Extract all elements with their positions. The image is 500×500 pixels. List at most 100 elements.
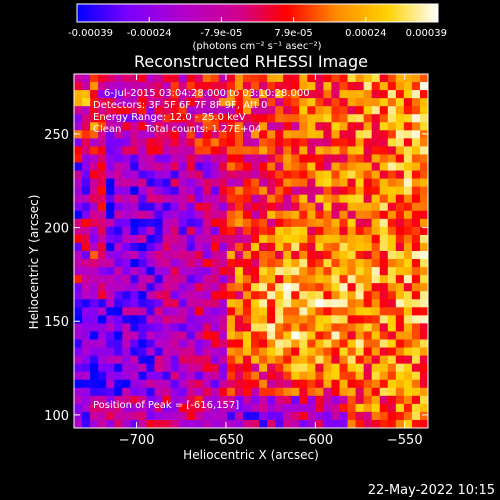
heatmap-cell xyxy=(130,90,139,99)
heatmap-cell xyxy=(226,419,236,428)
heatmap-cell xyxy=(242,194,252,204)
heatmap-cell xyxy=(106,307,115,316)
heatmap-cell xyxy=(403,194,413,204)
heatmap-cell xyxy=(186,90,196,99)
heatmap-cell xyxy=(275,291,284,300)
heatmap-cell xyxy=(194,379,204,389)
heatmap-cell xyxy=(291,170,300,180)
heatmap-cell xyxy=(146,202,156,212)
heatmap-cell xyxy=(154,194,164,204)
heatmap-cell xyxy=(275,347,284,357)
heatmap-cell xyxy=(234,371,244,381)
heatmap-cell xyxy=(210,162,220,172)
heatmap-cell xyxy=(106,218,115,228)
heatmap-cell xyxy=(419,355,428,365)
heatmap-cell xyxy=(347,395,357,405)
heatmap-cell xyxy=(299,130,308,139)
heatmap-cell xyxy=(251,323,260,333)
heatmap-cell xyxy=(90,403,99,413)
heatmap-cell xyxy=(210,251,220,260)
heatmap-cell xyxy=(90,339,99,349)
heatmap-cell xyxy=(419,202,428,212)
heatmap-cell xyxy=(275,403,284,413)
heatmap-cell xyxy=(114,234,123,244)
heatmap-cell xyxy=(106,395,115,405)
heatmap-cell xyxy=(259,106,268,115)
heatmap-cell xyxy=(411,307,421,316)
heatmap-cell xyxy=(218,202,228,212)
heatmap-cell xyxy=(307,291,316,300)
heatmap-cell xyxy=(138,315,148,325)
heatmap-cell xyxy=(82,251,91,260)
heatmap-cell xyxy=(90,194,99,204)
heatmap-cell xyxy=(130,242,139,252)
heatmap-cell xyxy=(154,226,164,236)
heatmap-cell xyxy=(411,283,421,292)
heatmap-cell xyxy=(331,146,341,156)
heatmap-cell xyxy=(218,299,228,308)
heatmap-cell xyxy=(130,194,139,204)
heatmap-cell xyxy=(315,202,325,212)
heatmap-cell xyxy=(259,146,268,156)
heatmap-cell xyxy=(210,307,220,316)
annotation-detectors: Detectors: 3F 5F 6F 7F 8F 9F, Att 0 xyxy=(93,100,267,111)
heatmap-cell xyxy=(403,339,413,349)
heatmap-cell xyxy=(379,323,389,333)
heatmap-cell xyxy=(411,379,421,389)
heatmap-cell xyxy=(242,283,252,292)
heatmap-cell xyxy=(259,98,268,107)
heatmap-cell xyxy=(347,130,357,139)
heatmap-cell xyxy=(90,74,99,83)
heatmap-cell xyxy=(275,331,284,341)
heatmap-cell xyxy=(170,347,180,357)
heatmap-cell xyxy=(283,387,292,397)
heatmap-cell xyxy=(291,74,300,83)
heatmap-cell xyxy=(323,283,333,292)
heatmap-cell xyxy=(371,411,381,421)
heatmap-cell xyxy=(371,419,381,428)
heatmap-cell xyxy=(218,275,228,284)
heatmap-cell xyxy=(387,218,397,228)
heatmap-cell xyxy=(315,106,325,115)
heatmap-cell xyxy=(82,170,91,180)
heatmap-cell xyxy=(355,339,365,349)
heatmap-cell xyxy=(242,371,252,381)
heatmap-cell xyxy=(146,146,156,156)
heatmap-cell xyxy=(242,234,252,244)
heatmap-cell xyxy=(363,299,373,308)
heatmap-cell xyxy=(363,138,373,148)
heatmap-cell xyxy=(403,403,413,413)
heatmap-cell xyxy=(307,74,316,83)
heatmap-cell xyxy=(170,130,180,139)
heatmap-cell xyxy=(138,218,148,228)
heatmap-cell xyxy=(202,242,212,252)
heatmap-cell xyxy=(106,339,115,349)
heatmap-cell xyxy=(275,299,284,308)
heatmap-cell xyxy=(90,331,99,341)
heatmap-cell xyxy=(186,307,196,316)
heatmap-cell xyxy=(178,379,188,389)
heatmap-cell xyxy=(202,291,212,300)
heatmap-cell xyxy=(315,186,325,196)
heatmap-cell xyxy=(138,251,148,260)
heatmap-cell xyxy=(114,387,123,397)
heatmap-cell xyxy=(82,178,91,188)
heatmap-cell xyxy=(170,138,180,148)
heatmap-cell xyxy=(307,419,316,428)
heatmap-cell xyxy=(291,411,300,421)
heatmap-cell xyxy=(170,299,180,308)
heatmap-cell xyxy=(234,259,244,268)
heatmap-cell xyxy=(339,275,349,284)
heatmap-cell xyxy=(291,331,300,341)
heatmap-cell xyxy=(210,98,220,107)
heatmap-cell xyxy=(259,315,268,325)
heatmap-cell xyxy=(403,323,413,333)
heatmap-cell xyxy=(275,170,284,180)
heatmap-cell xyxy=(251,162,260,172)
heatmap-cell xyxy=(162,138,172,148)
heatmap-cell xyxy=(251,194,260,204)
heatmap-cell xyxy=(138,411,148,421)
heatmap-cell xyxy=(114,98,123,107)
heatmap-cell xyxy=(275,259,284,268)
heatmap-cell xyxy=(138,323,148,333)
